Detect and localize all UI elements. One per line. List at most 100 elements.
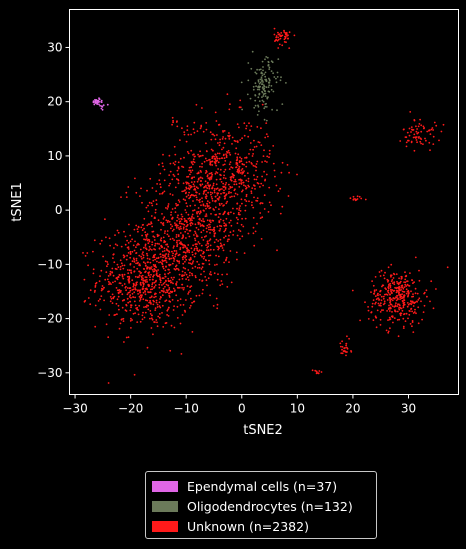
data-point xyxy=(388,307,390,310)
data-point xyxy=(105,236,107,239)
x-tick-label: 0 xyxy=(238,402,246,416)
data-point xyxy=(211,200,214,202)
data-point xyxy=(172,121,175,124)
data-point xyxy=(432,143,435,146)
data-point xyxy=(235,251,238,254)
data-point xyxy=(264,58,266,61)
data-point xyxy=(174,222,176,225)
data-point xyxy=(172,287,175,290)
data-point xyxy=(148,258,151,260)
data-point xyxy=(237,171,240,174)
data-point xyxy=(407,292,410,295)
data-point xyxy=(175,236,178,238)
data-point xyxy=(220,174,222,177)
data-point xyxy=(196,215,199,218)
data-point xyxy=(192,209,194,212)
data-point xyxy=(193,155,196,158)
data-point xyxy=(277,58,280,60)
data-point xyxy=(225,256,228,259)
data-point xyxy=(144,265,147,267)
data-point xyxy=(178,201,181,203)
data-point xyxy=(273,33,276,36)
data-point xyxy=(187,279,190,281)
data-point xyxy=(216,225,219,228)
data-point xyxy=(154,211,157,214)
data-point xyxy=(255,166,258,169)
data-point xyxy=(239,172,242,174)
data-point xyxy=(94,286,97,288)
data-point xyxy=(316,372,319,374)
data-point xyxy=(195,191,198,194)
data-point xyxy=(220,280,223,282)
data-point xyxy=(132,257,135,260)
data-point xyxy=(261,161,263,163)
data-point xyxy=(257,104,259,107)
data-point xyxy=(160,289,163,292)
data-point xyxy=(419,118,421,121)
data-point xyxy=(227,192,230,195)
data-point xyxy=(132,296,135,298)
data-point xyxy=(253,174,255,177)
data-point xyxy=(201,166,203,168)
data-point xyxy=(221,157,224,160)
data-point xyxy=(191,223,194,225)
data-point xyxy=(268,68,271,70)
data-point xyxy=(214,195,217,198)
data-point xyxy=(125,191,128,194)
data-point xyxy=(374,276,377,278)
data-point xyxy=(375,289,378,291)
data-point xyxy=(105,323,108,326)
data-point xyxy=(138,289,141,292)
data-point xyxy=(201,177,204,180)
data-point xyxy=(400,297,403,300)
data-point xyxy=(266,97,269,100)
data-point xyxy=(154,208,157,211)
data-point xyxy=(149,313,152,315)
data-point xyxy=(195,186,198,189)
data-point xyxy=(128,280,131,283)
data-point xyxy=(252,88,255,91)
data-point xyxy=(261,90,263,93)
data-point xyxy=(412,301,415,304)
data-point xyxy=(114,280,116,283)
data-point xyxy=(348,337,350,340)
data-point xyxy=(410,140,413,143)
data-point xyxy=(231,136,234,139)
data-point xyxy=(123,283,126,285)
data-point xyxy=(188,274,191,277)
data-point xyxy=(138,274,141,277)
data-point xyxy=(262,93,265,96)
data-point xyxy=(223,236,225,239)
data-point xyxy=(392,277,395,279)
data-point xyxy=(171,116,174,119)
data-point xyxy=(183,244,186,247)
data-point xyxy=(267,64,270,66)
data-point xyxy=(180,213,183,216)
data-point xyxy=(177,204,180,206)
data-point xyxy=(146,239,149,242)
data-point xyxy=(228,152,231,154)
data-point xyxy=(143,238,145,241)
data-point xyxy=(201,236,203,239)
data-point xyxy=(109,282,111,284)
data-point xyxy=(260,182,263,185)
data-point xyxy=(267,135,269,138)
data-point xyxy=(279,37,282,40)
data-point xyxy=(275,77,277,80)
data-point xyxy=(148,274,150,277)
data-point xyxy=(254,188,256,190)
data-point xyxy=(113,247,115,249)
data-point xyxy=(158,283,161,286)
data-point xyxy=(169,170,172,173)
data-point xyxy=(229,219,232,222)
data-point xyxy=(178,239,181,242)
scatter-points xyxy=(82,27,449,384)
data-point xyxy=(182,234,184,237)
data-point xyxy=(172,247,175,249)
data-point xyxy=(405,288,408,291)
data-point xyxy=(345,354,347,357)
legend-swatch-ependymal xyxy=(152,480,178,492)
data-point xyxy=(194,239,197,242)
data-point xyxy=(202,192,205,195)
data-point xyxy=(171,291,173,294)
